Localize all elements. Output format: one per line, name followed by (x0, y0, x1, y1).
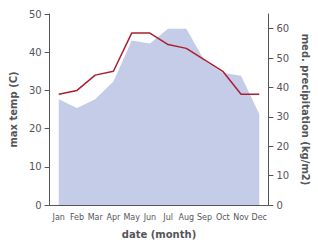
svg-text:Sep: Sep (197, 213, 212, 222)
svg-text:Dec: Dec (252, 213, 267, 222)
svg-text:40: 40 (276, 82, 289, 93)
svg-text:40: 40 (29, 47, 42, 58)
svg-text:Jul: Jul (162, 213, 173, 222)
svg-text:max temp (C): max temp (C) (8, 71, 19, 147)
svg-text:date (month): date (month) (122, 229, 196, 240)
svg-text:30: 30 (276, 111, 289, 122)
svg-text:Oct: Oct (216, 213, 230, 222)
svg-text:60: 60 (276, 23, 289, 34)
svg-text:Apr: Apr (107, 213, 122, 222)
svg-text:med. precipitation (kg/m2): med. precipitation (kg/m2) (300, 34, 311, 186)
svg-text:30: 30 (29, 85, 42, 96)
svg-text:50: 50 (276, 53, 289, 64)
svg-text:0: 0 (276, 200, 282, 211)
svg-text:10: 10 (276, 170, 289, 181)
svg-text:Feb: Feb (70, 213, 84, 222)
svg-text:Aug: Aug (179, 213, 195, 222)
svg-text:Mar: Mar (88, 213, 104, 222)
svg-text:Jan: Jan (52, 213, 65, 222)
svg-text:Jun: Jun (143, 213, 157, 222)
svg-text:0: 0 (35, 200, 41, 211)
svg-text:May: May (123, 213, 140, 222)
svg-text:50: 50 (29, 9, 42, 20)
svg-text:10: 10 (29, 161, 42, 172)
svg-text:20: 20 (29, 123, 42, 134)
svg-text:Nov: Nov (233, 213, 249, 222)
svg-text:20: 20 (276, 141, 289, 152)
